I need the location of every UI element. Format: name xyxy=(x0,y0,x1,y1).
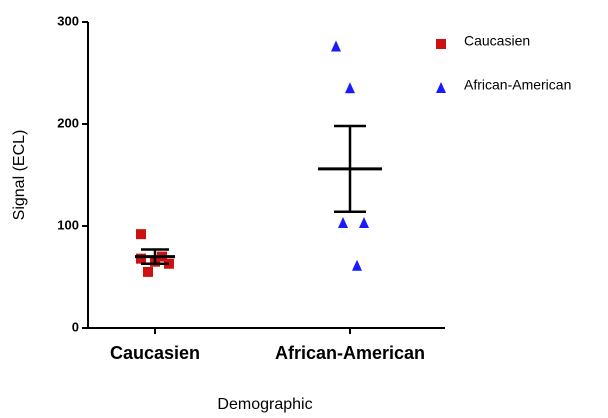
legend-marker xyxy=(436,39,446,49)
point xyxy=(136,229,146,240)
x-tick-label: African-American xyxy=(275,343,425,363)
x-tick-label: Caucasien xyxy=(110,343,200,363)
y-tick-label: 300 xyxy=(57,13,79,28)
point xyxy=(352,259,362,271)
legend-label: African-American xyxy=(464,77,571,93)
point xyxy=(143,266,153,277)
point xyxy=(345,82,355,94)
y-tick-label: 100 xyxy=(57,217,79,232)
y-tick-label: 200 xyxy=(57,115,79,130)
legend-marker xyxy=(436,82,446,93)
y-tick-label: 0 xyxy=(72,319,79,334)
point xyxy=(359,216,369,228)
point xyxy=(136,253,146,264)
legend-label: Caucasien xyxy=(464,33,530,49)
point xyxy=(331,40,341,52)
y-axis-label: Signal (ECL) xyxy=(11,130,28,221)
x-axis-label: Demographic xyxy=(217,396,312,413)
point xyxy=(338,216,348,228)
